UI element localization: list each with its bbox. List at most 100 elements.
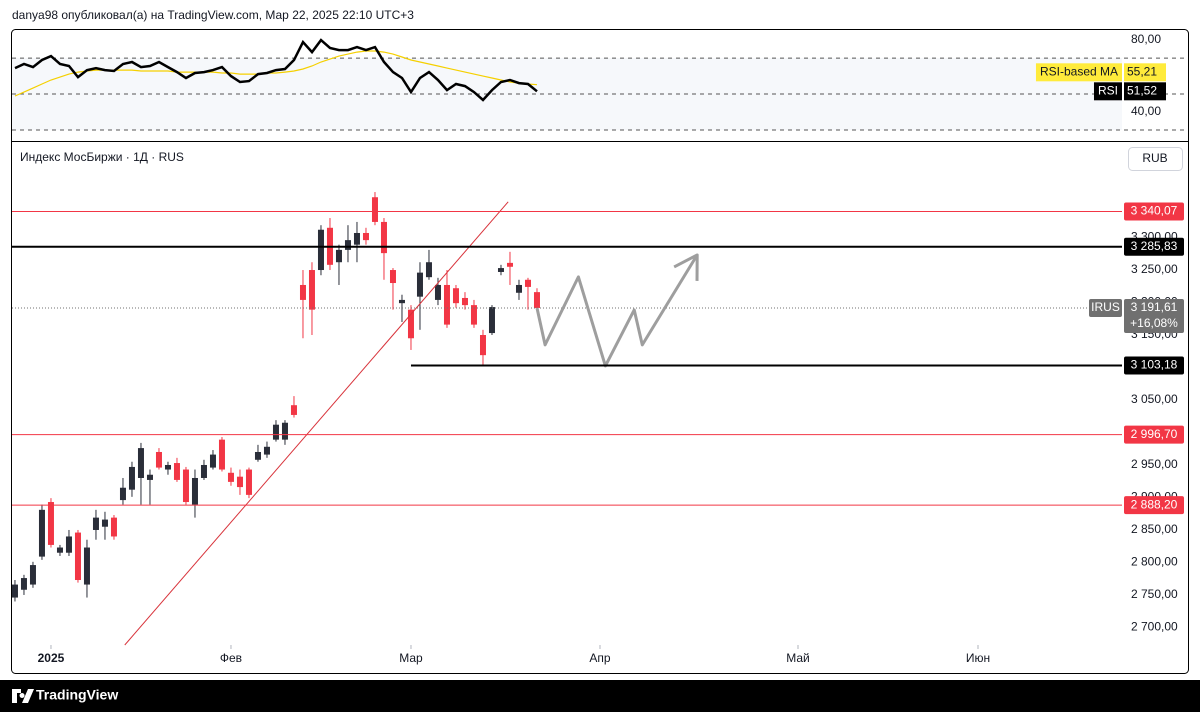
y-tick-label: 3 050,00 — [1131, 392, 1178, 406]
y-tick-label: 2 800,00 — [1131, 555, 1178, 569]
candle-body — [272, 424, 279, 440]
y-tick-label: 2 850,00 — [1131, 522, 1178, 536]
candle-body — [227, 472, 234, 482]
x-tick-label: Апр — [589, 651, 611, 665]
candle-body — [20, 578, 27, 590]
candle-body — [380, 221, 387, 254]
legend-name-bg — [1035, 63, 1122, 82]
x-tick-label: Июн — [966, 651, 990, 665]
candle-body — [470, 305, 477, 325]
legend-name: RSI — [1098, 83, 1118, 97]
candle-body — [452, 288, 459, 304]
candle-body — [344, 240, 351, 250]
rsi-line — [14, 38, 538, 102]
candle-body — [236, 476, 243, 488]
footer-brand: TradingView — [36, 687, 118, 703]
last-price-label: 3 191,61 — [1131, 300, 1178, 314]
candle-body — [443, 284, 450, 325]
pane-title: Индекс МосБиржи · 1Д · RUS — [20, 150, 184, 164]
candle-body — [173, 463, 180, 480]
candle-body — [218, 439, 225, 470]
candle-body — [479, 335, 486, 356]
candle-body — [317, 229, 324, 271]
level-label-bg — [1124, 425, 1184, 444]
y-tick-label: 2 750,00 — [1131, 587, 1178, 601]
value-label-bg — [1124, 82, 1166, 101]
candle-body — [389, 270, 396, 284]
candle-body — [524, 279, 531, 287]
value-label: 55,21 — [1127, 64, 1157, 78]
y-tick-label: 2 700,00 — [1131, 620, 1178, 634]
level-label: 2 888,20 — [1131, 497, 1178, 511]
candle-body — [92, 517, 99, 530]
footer-bar — [0, 680, 1200, 712]
candle-body — [533, 292, 540, 308]
candle-body — [290, 405, 297, 415]
candle-body — [245, 469, 252, 495]
candle-body — [335, 249, 342, 263]
candle-body — [74, 532, 81, 581]
candle-body — [416, 272, 423, 297]
candle-body — [146, 474, 153, 480]
candle-body — [56, 547, 63, 553]
level-label: 2 996,70 — [1131, 427, 1178, 441]
candle-body — [425, 262, 432, 278]
candle-body — [371, 197, 378, 222]
change-label: +16,08% — [1130, 316, 1178, 330]
x-tick-label: Мар — [399, 651, 423, 665]
level-label: 3 103,18 — [1131, 358, 1178, 372]
level-label: 3 340,07 — [1131, 204, 1178, 218]
candle-body — [65, 536, 72, 553]
candle-body — [497, 268, 504, 272]
value-label: 51,52 — [1127, 83, 1157, 97]
currency-box[interactable] — [1128, 147, 1183, 171]
level-label: 3 285,83 — [1131, 239, 1178, 253]
candle-body — [182, 469, 189, 503]
candle-body — [209, 454, 216, 468]
candle-body — [110, 517, 117, 537]
candle-body — [47, 502, 54, 545]
logo — [12, 689, 34, 703]
candle-body — [515, 284, 522, 293]
legend-name-bg — [1093, 82, 1122, 101]
candle-body — [38, 509, 45, 557]
candle-body — [398, 299, 405, 304]
candle-body — [254, 451, 261, 460]
x-tick-label: Май — [786, 651, 810, 665]
candle-body — [299, 284, 306, 300]
candle-body — [200, 464, 207, 478]
candle-body — [11, 584, 18, 598]
candle-body — [164, 464, 171, 470]
symbol-label-bg — [1089, 298, 1122, 317]
candle-body — [362, 232, 369, 241]
legend-name: RSI-based MA — [1040, 64, 1118, 78]
last-price-bg — [1124, 298, 1184, 333]
candle-body — [488, 307, 495, 334]
candle-body — [137, 448, 144, 478]
candle-body — [191, 477, 198, 505]
candle-body — [353, 232, 360, 245]
candle-body — [263, 446, 270, 455]
level-label-bg — [1124, 202, 1184, 221]
candle-body — [128, 466, 135, 490]
y-tick-label: 40,00 — [1131, 104, 1161, 118]
candle-body — [281, 422, 288, 440]
candle-body — [434, 284, 441, 300]
candle-body — [461, 297, 468, 306]
level-label-bg — [1124, 496, 1184, 515]
chart-frame — [11, 29, 1189, 674]
candle-body — [83, 547, 90, 585]
projection-arrowhead — [673, 253, 699, 281]
value-label-bg — [1124, 63, 1166, 82]
candle-body — [407, 309, 414, 339]
candle-body — [29, 565, 36, 585]
x-tick-label: 2025 — [38, 651, 65, 665]
candle-body — [101, 519, 108, 527]
y-tick-label: 2 950,00 — [1131, 457, 1178, 471]
candle-body — [506, 262, 513, 267]
trend-line — [124, 201, 509, 646]
currency[interactable]: RUB — [1142, 151, 1167, 165]
candle-body — [308, 270, 315, 310]
